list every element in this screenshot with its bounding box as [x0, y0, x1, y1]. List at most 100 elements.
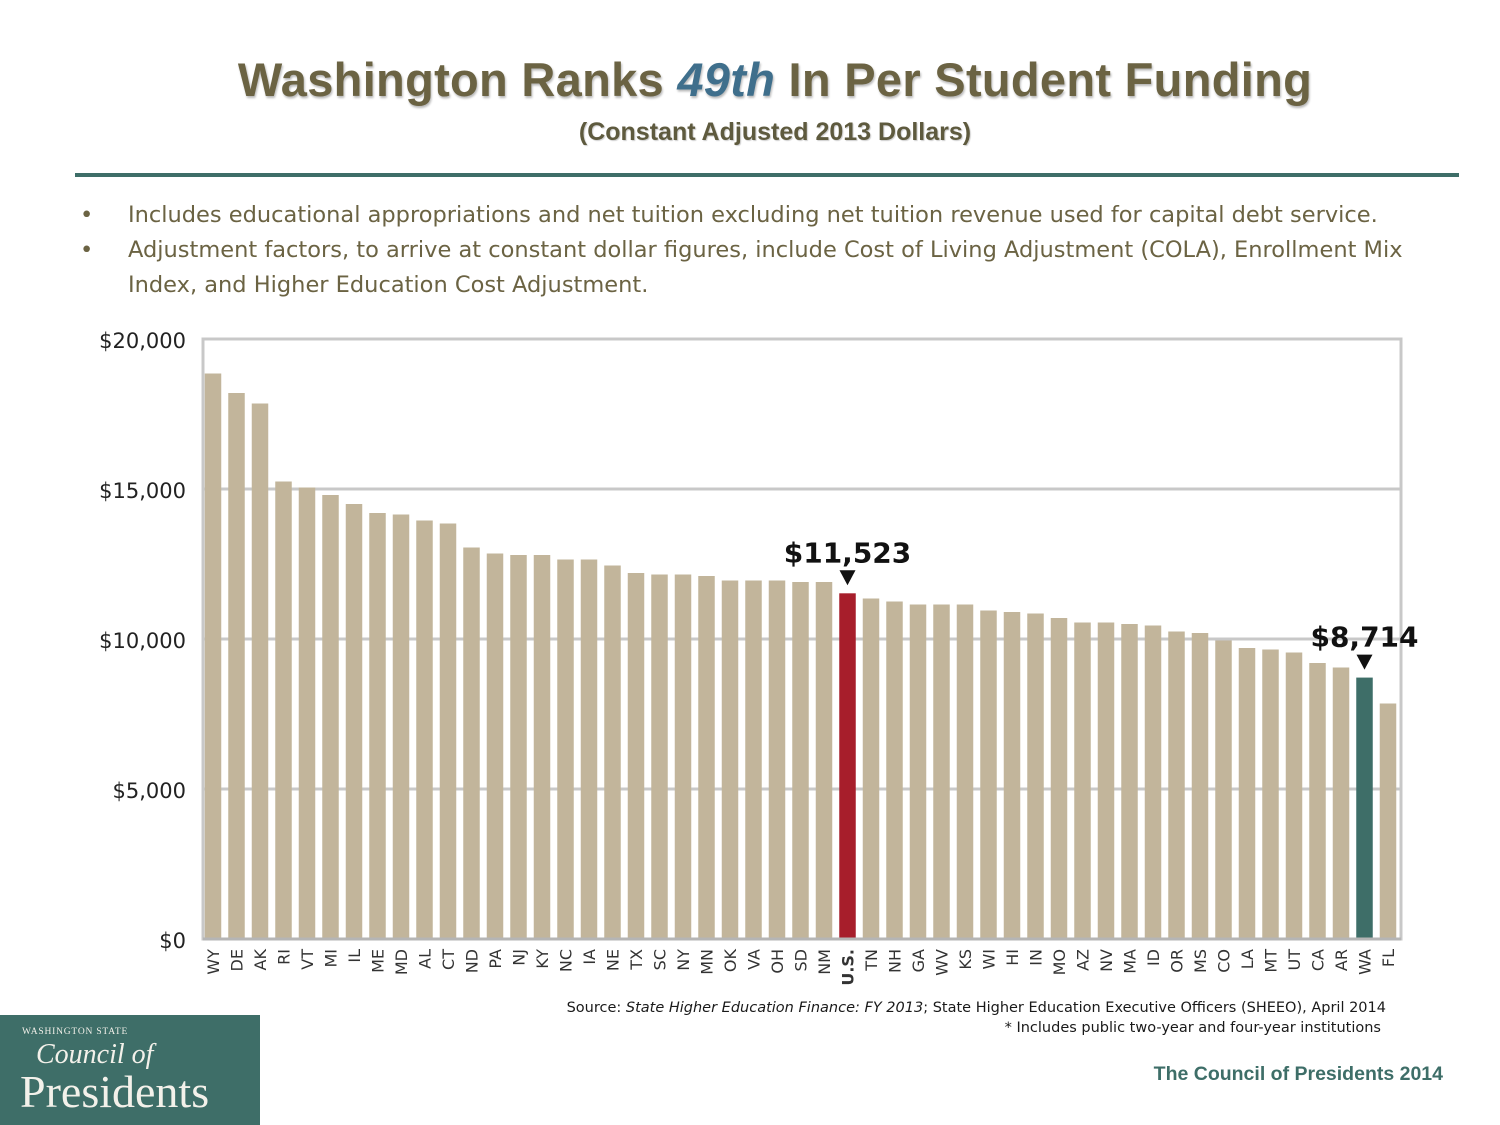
x-tick-label: OK [721, 949, 740, 973]
x-tick-label: OH [768, 949, 787, 974]
x-tick-label: NV [1097, 949, 1116, 972]
bar-ok [721, 580, 739, 939]
bar-wi [980, 610, 997, 939]
x-tick-label: NM [815, 949, 834, 975]
x-tick-label: MI [322, 949, 341, 968]
bar-nv [1097, 622, 1115, 939]
x-tick-label: AR [1332, 949, 1351, 971]
x-tick-label: WY [204, 949, 223, 975]
x-tick-label: GA [909, 949, 928, 972]
bar-ia [580, 559, 598, 939]
bar-ne [604, 565, 621, 939]
bar-pa [486, 553, 504, 939]
bullet-text: Adjustment factors, to arrive at constan… [128, 237, 1403, 298]
x-tick-label: SC [651, 949, 670, 970]
x-tick-label: CT [439, 949, 458, 970]
bar-me [369, 513, 386, 939]
bar-nj [510, 555, 527, 939]
bar-nc [557, 559, 574, 939]
y-tick-label: $20,000 [99, 329, 186, 353]
bar-ca [1309, 663, 1326, 939]
bar-ny [674, 574, 692, 939]
x-tick-label: SD [792, 949, 811, 971]
bar-chart: $0 $5,000 $10,000 $15,000 $20,000 WY DE AK RI VT M… [99, 329, 1418, 986]
x-tick-label: WI [980, 949, 999, 970]
bar-ga [909, 604, 927, 939]
bar-hi [1003, 612, 1021, 939]
title-rank: 49th [677, 53, 776, 106]
x-tick-label: NY [674, 949, 693, 971]
bar-ri [275, 481, 292, 939]
bar-va [745, 580, 762, 939]
x-tick-label: AZ [1074, 949, 1093, 971]
x-tick-label: U.S. [839, 949, 858, 986]
annotation-label: $11,523 [784, 536, 912, 569]
bar-al [416, 520, 433, 939]
bar-wy [204, 373, 222, 939]
x-tick-label: WA [1356, 949, 1375, 975]
x-tick-label: CA [1309, 949, 1328, 971]
x-tick-label: NC [557, 949, 576, 972]
bar-ma [1121, 624, 1138, 939]
x-tick-label: PA [486, 949, 505, 969]
x-tick-label: RI [275, 949, 294, 965]
annotation-arrow [839, 570, 856, 586]
bar-il [345, 504, 363, 939]
x-tick-label: IN [1027, 949, 1046, 966]
source-prefix: Source: [566, 1000, 626, 1016]
bullet-dot: • [80, 202, 94, 228]
source-rest: ; State Higher Education Executive Offic… [923, 1000, 1386, 1016]
x-tick-label: FL [1379, 949, 1398, 967]
bar-wa [1356, 677, 1373, 939]
bar-id [1144, 625, 1162, 939]
logo: WASHINGTON STATE Council of Presidents [0, 1015, 260, 1125]
x-tick-label: KS [956, 949, 975, 970]
logo-line-3: Presidents [20, 1066, 210, 1117]
bar-la [1238, 648, 1256, 939]
bar-mi [322, 495, 339, 939]
bar-sc [651, 574, 668, 939]
x-tick-label: MS [1191, 949, 1210, 973]
y-tick-label: $15,000 [99, 479, 186, 503]
x-tick-label: LA [1238, 949, 1257, 969]
bar-fl [1379, 703, 1397, 939]
bar-ct [439, 523, 457, 939]
bar-co [1215, 640, 1232, 939]
bar-az [1074, 622, 1091, 939]
bar-sd [792, 582, 809, 939]
bar-wv [933, 604, 950, 939]
x-tick-label: ND [463, 949, 482, 973]
x-tick-label: MT [1262, 949, 1281, 973]
x-tick-label: OR [1168, 949, 1187, 973]
x-tick-label: NE [604, 949, 623, 971]
logo-line-2: Council of [36, 1039, 154, 1070]
x-tick-label: HI [1003, 949, 1022, 966]
bar-mn [698, 576, 715, 939]
x-tick-label: AK [251, 948, 270, 970]
bullet-item: • Adjustment factors, to arrive at consta… [78, 233, 1468, 303]
footer-credit: The Council of Presidents 2014 [1153, 1063, 1443, 1085]
source-citation: Source: State Higher Education Finance: … [567, 997, 1386, 1020]
footnote: * Includes public two-year and four-year… [1004, 1020, 1381, 1036]
page-title: Washington Ranks 49th In Per Student Fun… [75, 52, 1475, 107]
bar-nd [463, 547, 480, 939]
bar-in [1027, 613, 1044, 939]
bar-ar [1332, 667, 1350, 939]
bar-tn [862, 598, 880, 939]
bar-ms [1191, 633, 1209, 939]
bar-mo [1050, 618, 1068, 939]
y-tick-label: $0 [159, 929, 186, 953]
bullet-list: • Includes educational appropriations and… [78, 198, 1468, 303]
source-title: State Higher Education Finance: FY 2013 [625, 1000, 924, 1016]
x-tick-label: IL [345, 949, 364, 963]
x-tick-label: KY [533, 949, 552, 969]
divider [75, 173, 1459, 177]
bar-ak [251, 403, 269, 939]
bullet-text: Includes educational appropriations and … [128, 202, 1378, 228]
bullet-dot: • [80, 237, 94, 263]
bar-md [392, 514, 410, 939]
x-tick-label: MO [1050, 949, 1069, 975]
bar-nh [886, 601, 903, 939]
bar-or [1168, 631, 1185, 939]
x-tick-label: MA [1121, 949, 1140, 974]
